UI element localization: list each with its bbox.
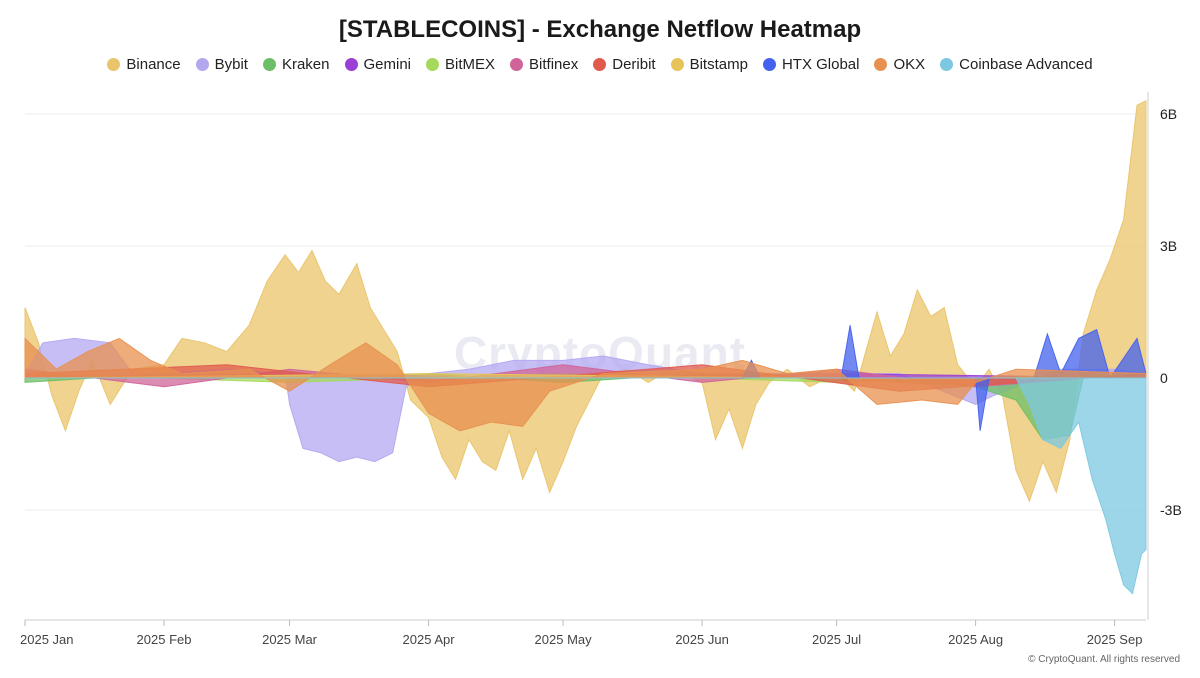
x-tick-label: 2025 Apr	[403, 632, 456, 647]
x-tick-label: 2025 Mar	[262, 632, 318, 647]
legend-item-coinbase-advanced[interactable]: Coinbase Advanced	[940, 56, 1093, 73]
series-area-okx	[24, 337, 1147, 432]
legend-label: OKX	[893, 56, 926, 73]
legend-label: Deribit	[612, 56, 656, 73]
legend-dot-icon	[874, 58, 888, 71]
legend-dot-icon	[262, 58, 276, 71]
series-area-coinbase-advanced	[25, 377, 1147, 595]
legend-dot-icon	[510, 58, 524, 71]
legend-dot-icon	[593, 58, 607, 71]
legend-label: Bitstamp	[689, 56, 748, 73]
legend-item-binance[interactable]: Binance	[107, 56, 181, 73]
legend-label: Binance	[126, 56, 181, 73]
y-tick-label: 3B	[1160, 238, 1177, 254]
legend-label: Gemini	[363, 56, 412, 73]
x-tick-label: 2025 Sep	[1087, 632, 1143, 647]
legend-dot-icon	[195, 58, 209, 71]
legend-label: HTX Global	[781, 56, 860, 73]
x-tick-label: 2025 May	[535, 632, 593, 647]
y-tick-label: 6B	[1160, 106, 1177, 122]
legend-label: Bitfinex	[529, 56, 579, 73]
legend-item-htx-global[interactable]: HTX Global	[762, 56, 860, 73]
legend-item-bitfinex[interactable]: Bitfinex	[510, 56, 578, 73]
legend-label: Bybit	[214, 56, 248, 73]
legend-item-okx[interactable]: OKX	[874, 56, 925, 73]
legend-item-deribit[interactable]: Deribit	[593, 56, 656, 73]
legend-item-bybit[interactable]: Bybit	[195, 56, 248, 73]
x-tick-label: 2025 Jan	[20, 632, 74, 647]
x-tick-label: 2025 Jul	[812, 632, 861, 647]
legend-label: Coinbase Advanced	[959, 56, 1093, 73]
legend-label: Kraken	[281, 56, 330, 73]
legend-dot-icon	[762, 58, 776, 71]
x-tick-label: 2025 Feb	[137, 632, 192, 647]
x-tick-label: 2025 Aug	[948, 632, 1003, 647]
legend-dot-icon	[940, 58, 954, 71]
y-tick-label: -3B	[1160, 502, 1182, 518]
x-tick-label: 2025 Jun	[675, 632, 729, 647]
legend-dot-icon	[426, 58, 440, 71]
legend-label: BitMEX	[445, 56, 496, 73]
legend-item-kraken[interactable]: Kraken	[262, 56, 330, 73]
legend: Binance Bybit Kraken Gemini BitMEX Bitfinex De…	[0, 56, 1200, 73]
legend-item-gemini[interactable]: Gemini	[344, 56, 412, 73]
legend-dot-icon	[344, 58, 358, 71]
legend-dot-icon	[107, 58, 121, 71]
legend-item-bitstamp[interactable]: Bitstamp	[670, 56, 748, 73]
legend-item-bitmex[interactable]: BitMEX	[426, 56, 495, 73]
copyright-text: © CryptoQuant. All rights reserved	[1028, 654, 1180, 665]
chart-title: [STABLECOINS] - Exchange Netflow Heatmap	[338, 16, 862, 43]
y-tick-label: 0	[1160, 370, 1168, 386]
series-area-binance	[24, 99, 1147, 503]
legend-dot-icon	[670, 58, 684, 71]
